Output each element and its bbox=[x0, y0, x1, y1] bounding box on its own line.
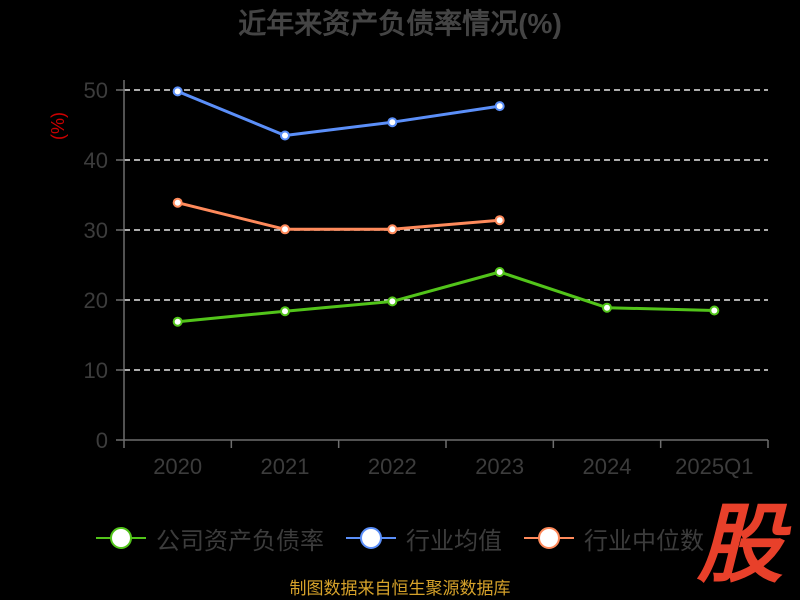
series-line bbox=[177, 90, 500, 137]
x-tick-label: 2021 bbox=[261, 454, 310, 479]
data-point bbox=[387, 296, 398, 307]
axis-layer: 0 10 20 30 40 50 2020 2021 2022 2023 2024 2025Q1 bbox=[84, 78, 769, 479]
legend-label: 行业均值 bbox=[406, 527, 502, 555]
data-point bbox=[280, 224, 290, 235]
y-tick-label: 50 bbox=[84, 78, 108, 103]
data-point bbox=[172, 197, 183, 208]
data-point bbox=[280, 130, 290, 141]
legend-item-industry-median[interactable]: 行业中位数 bbox=[524, 521, 704, 556]
series-line bbox=[177, 270, 715, 324]
data-point bbox=[709, 305, 720, 316]
legend-label: 行业中位数 bbox=[584, 527, 704, 555]
x-tick-label: 2022 bbox=[368, 454, 417, 479]
series-line bbox=[177, 201, 500, 231]
data-point bbox=[494, 101, 505, 112]
y-tick-label: 30 bbox=[84, 218, 108, 243]
y-tick-label: 0 bbox=[96, 428, 108, 453]
x-tick-label: 2025Q1 bbox=[675, 454, 753, 479]
legend-marker-icon bbox=[346, 524, 396, 552]
legend-label: 公司资产负债率 bbox=[156, 527, 324, 555]
legend-marker-icon bbox=[524, 524, 574, 552]
data-point bbox=[387, 117, 398, 128]
series-0 bbox=[172, 267, 720, 327]
data-point bbox=[387, 224, 398, 235]
legend-marker-icon bbox=[96, 524, 146, 552]
legend-item-industry-mean[interactable]: 行业均值 bbox=[346, 521, 502, 556]
data-point bbox=[172, 316, 183, 327]
y-tick-label: 10 bbox=[84, 358, 108, 383]
y-axis-label: (%) bbox=[48, 112, 68, 140]
x-tick-label: 2020 bbox=[153, 454, 202, 479]
source-note: 制图数据来自恒生聚源数据库 bbox=[289, 579, 511, 598]
series-layer bbox=[172, 86, 720, 327]
y-tick-label: 20 bbox=[84, 288, 108, 313]
y-tick-label: 40 bbox=[84, 148, 108, 173]
data-point bbox=[494, 215, 505, 226]
series-2 bbox=[172, 197, 505, 235]
data-point bbox=[172, 86, 183, 97]
watermark-logo: 股 bbox=[697, 495, 783, 595]
chart-title: 近年来资产负债率情况(%) bbox=[238, 8, 562, 39]
chart-legend: 公司资产负债率 行业均值 行业中位数 bbox=[96, 518, 704, 558]
data-point bbox=[602, 302, 612, 313]
grid-layer bbox=[124, 89, 768, 371]
legend-item-company[interactable]: 公司资产负债率 bbox=[96, 521, 324, 556]
data-point bbox=[494, 267, 505, 277]
x-tick-label: 2023 bbox=[475, 454, 524, 479]
x-tick-label: 2024 bbox=[583, 454, 632, 479]
data-point bbox=[280, 306, 290, 317]
series-1 bbox=[172, 86, 505, 141]
